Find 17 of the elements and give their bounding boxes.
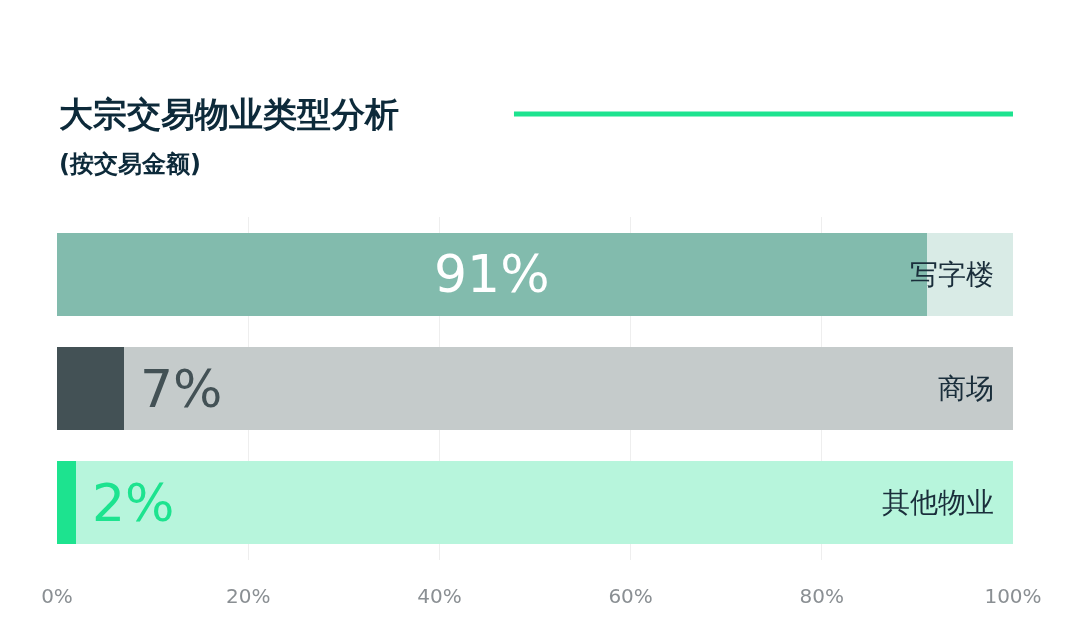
- x-tick-label: 80%: [799, 584, 845, 608]
- chart-subtitle: (按交易金额): [59, 150, 201, 178]
- data-label: 2%: [92, 473, 175, 533]
- x-tick-label: 40%: [417, 584, 462, 608]
- x-tick-label: 100%: [984, 584, 1042, 608]
- x-tick-label: 20%: [225, 584, 271, 608]
- y-tick-label: 商场: [938, 372, 994, 405]
- bar: [57, 461, 77, 545]
- x-tick-label: 60%: [608, 584, 653, 608]
- data-label: 7%: [140, 359, 223, 419]
- chart-title: 大宗交易物业类型分析: [59, 94, 399, 134]
- bar: [123, 347, 1013, 430]
- bar: [57, 347, 124, 430]
- data-label: 91%: [434, 244, 550, 304]
- y-tick-label: 其他物业: [882, 486, 994, 519]
- x-tick-label: 0%: [41, 584, 73, 608]
- bar: [76, 461, 1013, 545]
